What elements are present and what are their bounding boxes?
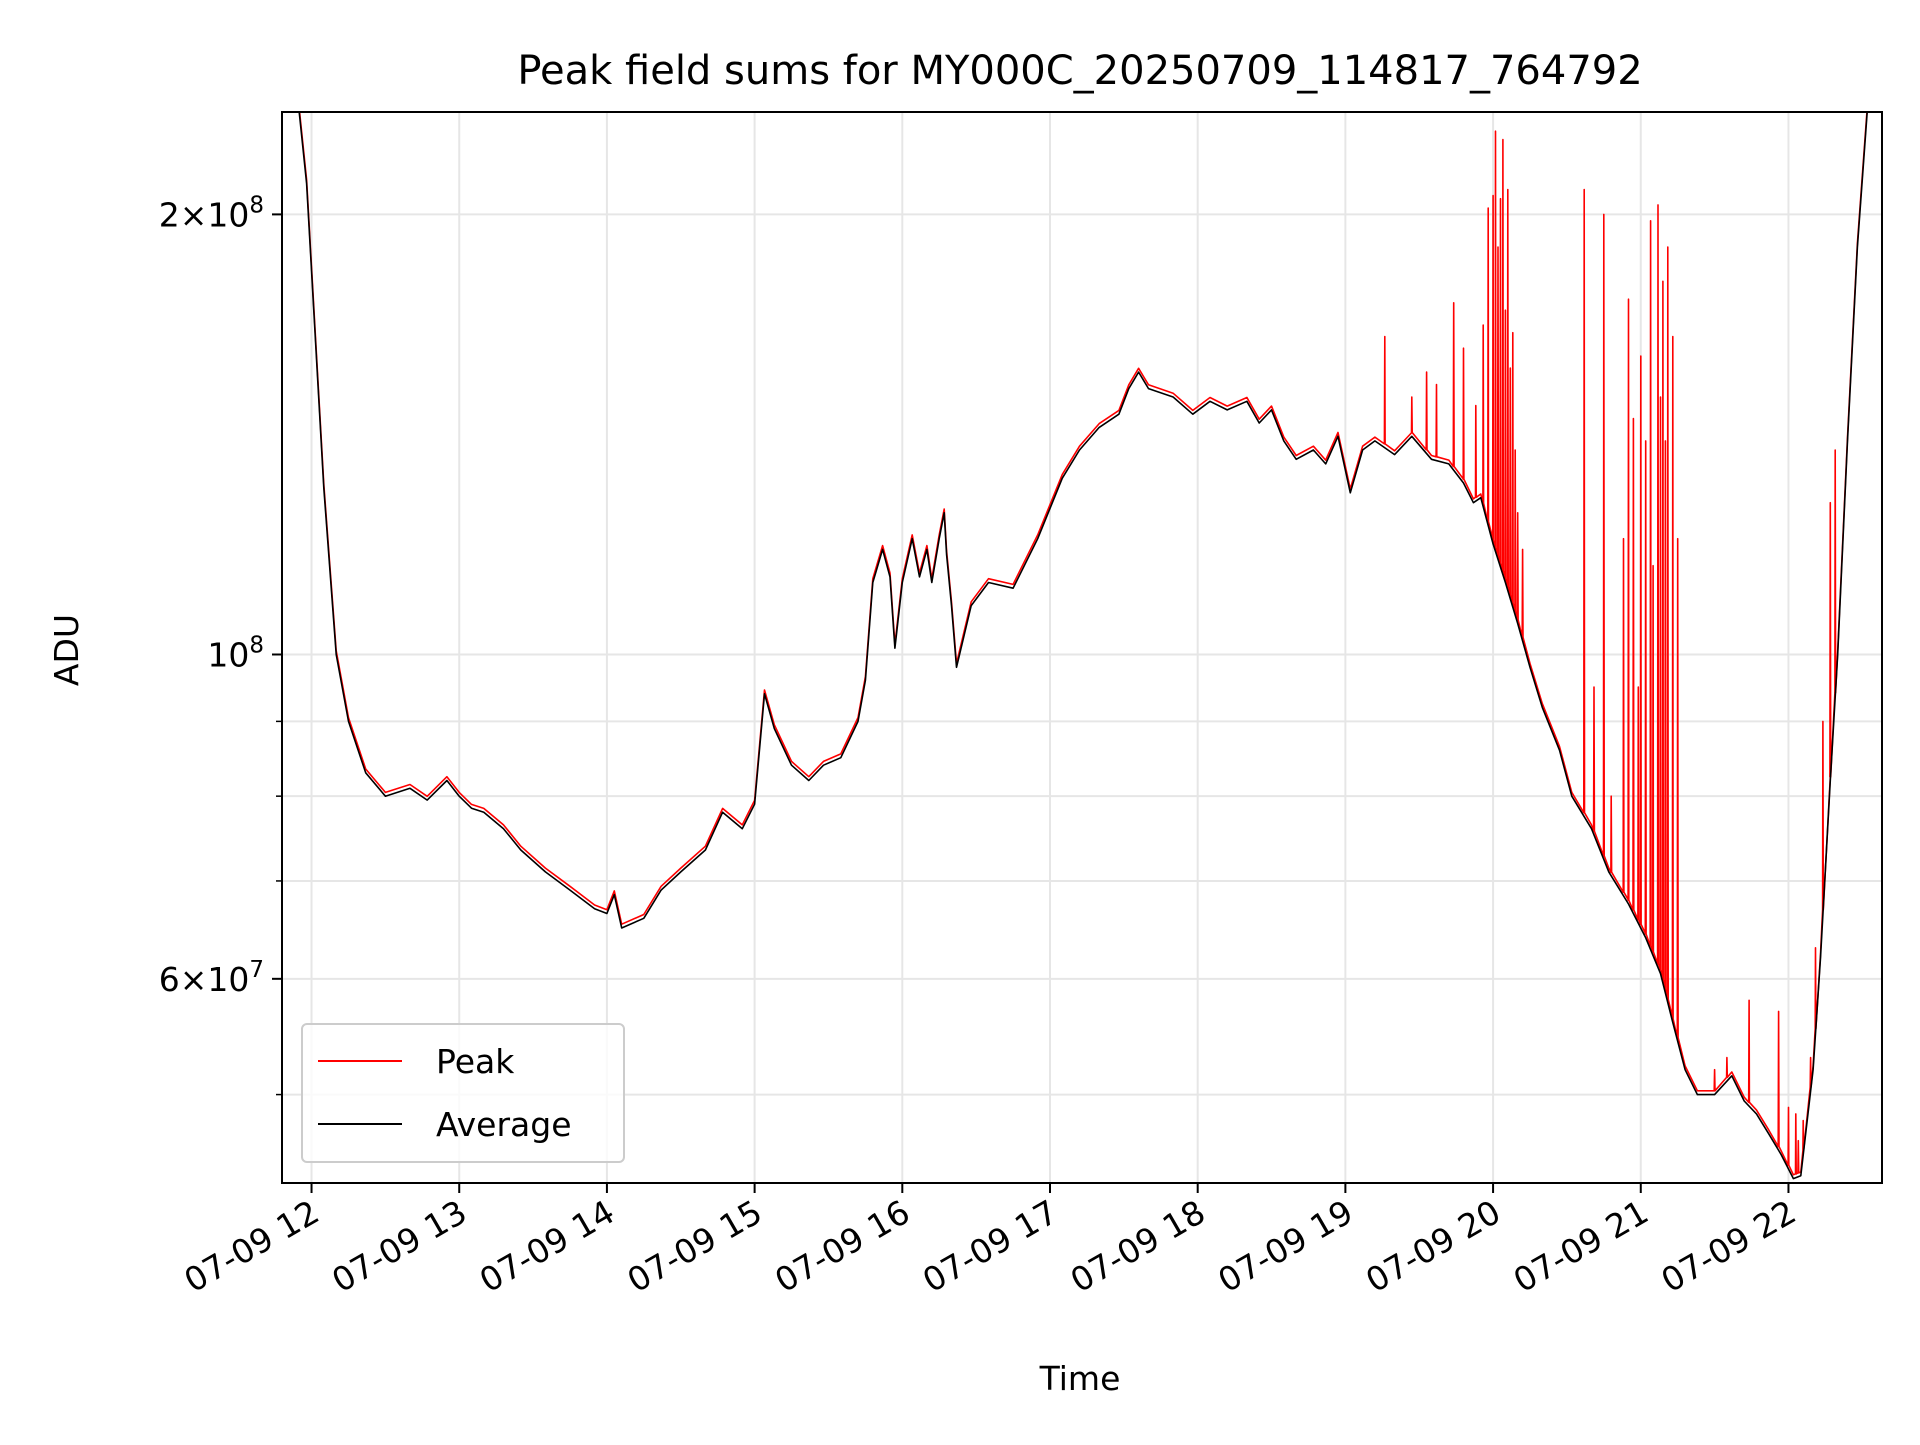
y-tick-label: 108 bbox=[207, 632, 264, 674]
legend-average-label: Average bbox=[436, 1105, 572, 1144]
plot-frame bbox=[281, 111, 1883, 1184]
y-tick-base: 10 bbox=[207, 635, 249, 674]
legend: Peak Average bbox=[301, 1023, 625, 1163]
series-line-average bbox=[298, 112, 1868, 1180]
y-tick-label: 6×107 bbox=[159, 957, 264, 999]
legend-peak-label: Peak bbox=[436, 1042, 515, 1081]
chart-title: Peak field sums for MY000C_20250709_1148… bbox=[517, 48, 1642, 94]
x-axis-label: Time bbox=[1039, 1359, 1121, 1398]
y-tick-exponent: 8 bbox=[249, 632, 264, 658]
y-tick-base: 2×10 bbox=[159, 195, 250, 234]
y-tick-base: 6×10 bbox=[159, 960, 250, 999]
y-tick-exponent: 7 bbox=[249, 957, 264, 983]
legend-box bbox=[301, 1023, 625, 1163]
y-axis-label: ADU bbox=[47, 614, 86, 686]
plot-series bbox=[298, 112, 1868, 1180]
y-tick-exponent: 8 bbox=[249, 192, 264, 218]
y-tick-label: 2×108 bbox=[159, 192, 264, 234]
